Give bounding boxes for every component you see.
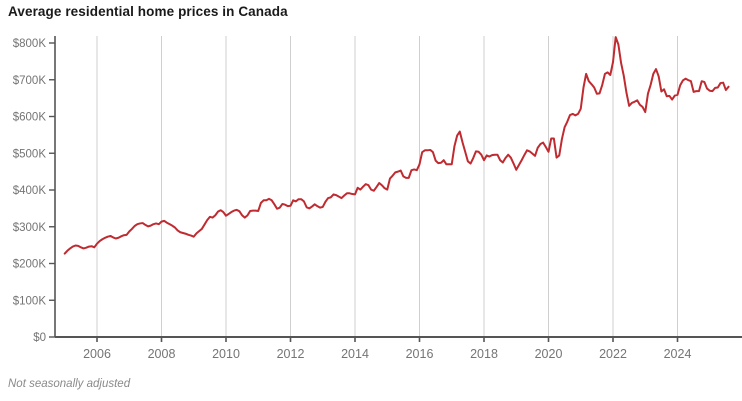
x-axis-label: 2020: [535, 347, 563, 361]
y-axis-label: $400K: [13, 185, 47, 197]
x-axis-label: 2006: [83, 347, 111, 361]
y-axis-label: $700K: [13, 75, 47, 87]
x-axis-label: 2022: [599, 347, 627, 361]
x-axis-label: 2016: [406, 347, 434, 361]
x-axis-label: 2014: [341, 347, 369, 361]
x-axis-label: 2012: [277, 347, 305, 361]
x-axis-label: 2008: [148, 347, 176, 361]
x-axis-label: 2010: [212, 347, 240, 361]
footnote: Not seasonally adjusted: [8, 378, 131, 390]
y-axis-label: $500K: [13, 148, 47, 160]
y-axis-label: $800K: [13, 38, 47, 50]
x-axis-label: 2018: [470, 347, 498, 361]
page-title: Average residential home prices in Canad…: [8, 4, 288, 19]
y-axis-label: $600K: [13, 112, 47, 124]
y-axis-label: $200K: [13, 259, 47, 271]
price-line: [63, 36, 730, 255]
y-axis-label: $0: [33, 332, 46, 344]
y-axis-label: $300K: [13, 222, 47, 234]
x-axis-label: 2024: [664, 347, 692, 361]
y-axis-label: $100K: [13, 295, 47, 307]
